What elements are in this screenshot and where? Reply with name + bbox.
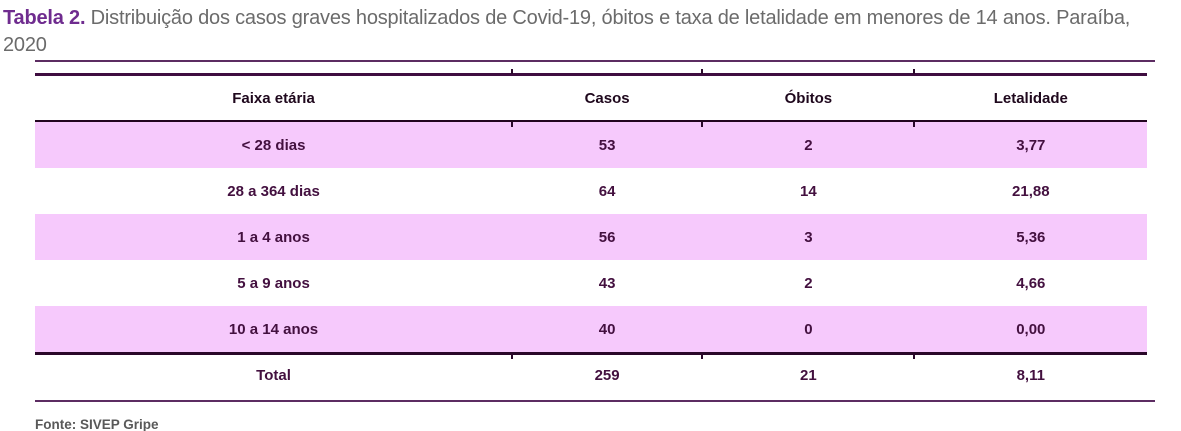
- header-row: Faixa etária Casos Óbitos Letalidade: [35, 73, 1147, 122]
- cell-faixa-etaria: 10 a 14 anos: [35, 306, 513, 354]
- table-row: 10 a 14 anos 40 0 0,00: [35, 306, 1147, 354]
- data-table: Faixa etária Casos Óbitos Letalidade < 2…: [35, 73, 1147, 396]
- cell-casos: 43: [512, 260, 703, 306]
- column-tick: [511, 69, 513, 74]
- cell-obitos: 14: [702, 168, 915, 214]
- column-tick: [913, 354, 915, 359]
- cell-total-casos: 259: [512, 352, 703, 396]
- cell-total-label: Total: [35, 352, 513, 396]
- column-header-letalidade: Letalidade: [914, 73, 1147, 122]
- column-tick: [511, 122, 513, 127]
- table-caption-label: Tabela 2.: [3, 7, 86, 29]
- cell-letalidade: 5,36: [914, 214, 1147, 260]
- bottom-rule: [35, 400, 1155, 402]
- cell-casos: 53: [512, 121, 703, 168]
- cell-letalidade: 4,66: [914, 260, 1147, 306]
- table-row: 1 a 4 anos 56 3 5,36: [35, 214, 1147, 260]
- cell-casos: 56: [512, 214, 703, 260]
- table-caption: Tabela 2. Distribuição dos casos graves …: [3, 5, 1179, 59]
- cell-total-letalidade: 8,11: [914, 352, 1147, 396]
- column-header-casos: Casos: [512, 73, 703, 122]
- cell-letalidade: 21,88: [914, 168, 1147, 214]
- table-row: 28 a 364 dias 64 14 21,88: [35, 168, 1147, 214]
- cell-obitos: 3: [702, 214, 915, 260]
- data-table-wrapper: Faixa etária Casos Óbitos Letalidade < 2…: [35, 73, 1147, 396]
- column-tick: [511, 354, 513, 359]
- column-tick: [913, 69, 915, 74]
- cell-faixa-etaria: 1 a 4 anos: [35, 214, 513, 260]
- table-row: < 28 dias 53 2 3,77: [35, 121, 1147, 168]
- cell-faixa-etaria: 5 a 9 anos: [35, 260, 513, 306]
- cell-casos: 64: [512, 168, 703, 214]
- column-tick: [701, 69, 703, 74]
- cell-letalidade: 0,00: [914, 306, 1147, 354]
- total-row: Total 259 21 8,11: [35, 352, 1147, 396]
- cell-letalidade: 3,77: [914, 121, 1147, 168]
- top-rule: [35, 60, 1155, 62]
- cell-casos: 40: [512, 306, 703, 354]
- column-tick: [701, 354, 703, 359]
- table-caption-text: Distribuição dos casos graves hospitaliz…: [3, 7, 1131, 56]
- cell-total-obitos: 21: [702, 352, 915, 396]
- column-header-obitos: Óbitos: [702, 73, 915, 122]
- cell-obitos: 2: [702, 260, 915, 306]
- table-row: 5 a 9 anos 43 2 4,66: [35, 260, 1147, 306]
- column-header-faixa-etaria: Faixa etária: [35, 73, 513, 122]
- cell-faixa-etaria: < 28 dias: [35, 121, 513, 168]
- cell-obitos: 0: [702, 306, 915, 354]
- cell-obitos: 2: [702, 121, 915, 168]
- column-tick: [701, 122, 703, 127]
- source-note: Fonte: SIVEP Gripe: [35, 417, 159, 431]
- column-tick: [913, 122, 915, 127]
- cell-faixa-etaria: 28 a 364 dias: [35, 168, 513, 214]
